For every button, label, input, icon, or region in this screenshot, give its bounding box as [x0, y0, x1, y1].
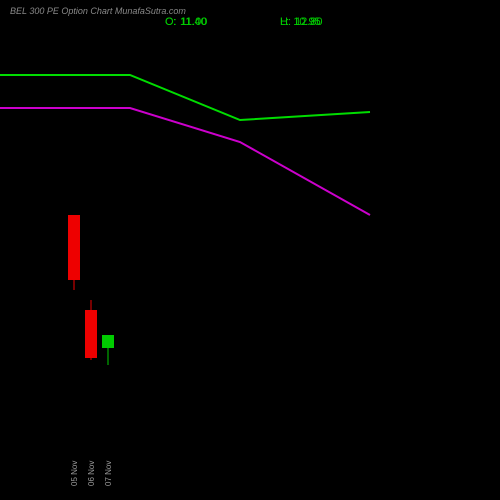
candlesticks: [68, 215, 114, 365]
x-axis-label: 07 Nov: [104, 461, 113, 486]
x-axis-label: 05 Nov: [70, 461, 79, 486]
price-chart: [0, 0, 500, 500]
indicator-line-2: [0, 108, 370, 215]
indicator-line-1: [0, 75, 370, 120]
x-axis-label: 06 Nov: [87, 461, 96, 486]
candle-body: [68, 215, 80, 280]
x-axis: 05 Nov 06 Nov 07 Nov: [0, 452, 500, 492]
candle-body: [102, 335, 114, 348]
candle-body: [85, 310, 97, 358]
